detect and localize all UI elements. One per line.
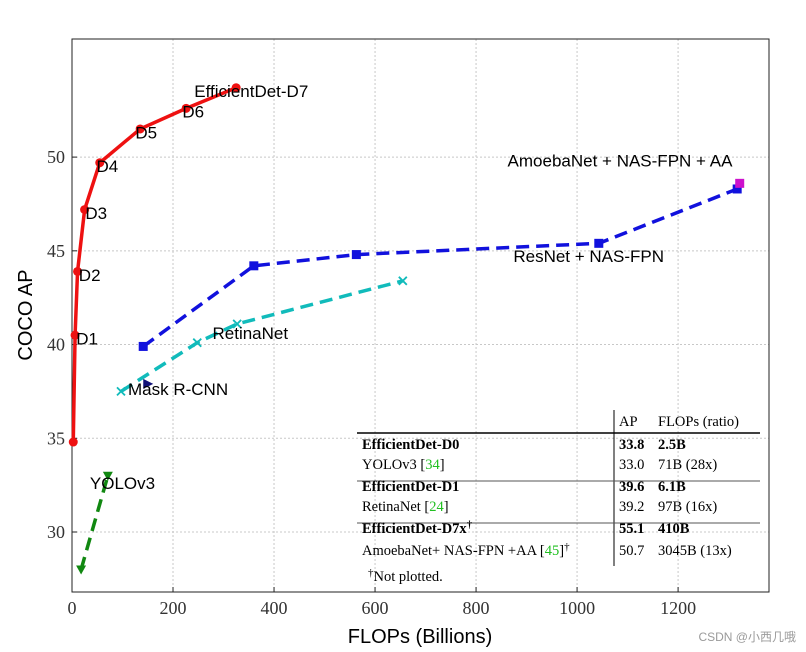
watermark: CSDN @小西几哦 bbox=[698, 630, 796, 644]
resnet-nas-fpn-point bbox=[351, 250, 361, 260]
annotation-d5: D5 bbox=[135, 123, 157, 142]
efficientdet-line bbox=[71, 86, 237, 443]
table-row-ap: 33.0 bbox=[619, 457, 644, 473]
annotation-d4: D4 bbox=[96, 157, 118, 176]
x-tick-label: 600 bbox=[362, 598, 389, 618]
resnet-nas-fpn-point bbox=[594, 238, 604, 248]
table-row-flops: 97B (16x) bbox=[658, 499, 717, 515]
efficientdet-point bbox=[135, 124, 145, 134]
retinanet-point bbox=[192, 338, 202, 348]
efficientdet-point bbox=[181, 103, 191, 113]
y-tick-label: 35 bbox=[47, 428, 65, 448]
table-row-model: EfficientDet-D7x† bbox=[362, 519, 473, 537]
resnet-nas-fpn-point bbox=[138, 341, 148, 351]
retinanet-line bbox=[120, 279, 404, 393]
table-row-model: RetinaNet [24] bbox=[362, 499, 449, 515]
resnet-nas-fpn-point bbox=[732, 184, 742, 194]
table-row-ap: 50.7 bbox=[619, 543, 644, 559]
efficientdet-point bbox=[73, 266, 83, 276]
table-row-model: EfficientDet-D0 bbox=[362, 437, 459, 453]
table-row-model: EfficientDet-D1 bbox=[362, 479, 459, 495]
y-axis-title: COCO AP bbox=[15, 269, 37, 360]
ticks-layer: 0 200 400 600 800 1000 1200 30 35 40 45 50 bbox=[47, 147, 696, 618]
table-row-flops: 71B (28x) bbox=[658, 457, 717, 473]
x-tick-label: 200 bbox=[160, 598, 187, 618]
efficientdet-point bbox=[70, 330, 80, 340]
table-row-model: YOLOv3 [34] bbox=[362, 457, 445, 473]
annotation-d2: D2 bbox=[79, 266, 101, 285]
table-row-ap: 33.8 bbox=[619, 437, 644, 453]
table-row-ap: 39.6 bbox=[619, 479, 644, 495]
yolov3-line bbox=[79, 475, 110, 570]
plot-frame bbox=[71, 38, 770, 593]
annotation-d1: D1 bbox=[76, 330, 98, 349]
annotation-layer: EfficientDet-D7 D6 D5 D4 D3 D2 D1 AmoebaNet + N… bbox=[76, 82, 733, 493]
table-row-ap: 55.1 bbox=[619, 521, 644, 537]
annotation-resnet-nas-fpn: ResNet + NAS-FPN bbox=[513, 247, 664, 266]
table-row-ap: 39.2 bbox=[619, 499, 644, 515]
table-row-model: AmoebaNet+ NAS-FPN +AA [45]† bbox=[362, 541, 570, 559]
efficientdet-point bbox=[80, 205, 90, 215]
efficientdet-point bbox=[68, 437, 78, 447]
y-tick-label: 40 bbox=[47, 335, 65, 355]
retinanet-point bbox=[116, 386, 126, 397]
annotation-efficientdet-d7: EfficientDet-D7 bbox=[194, 82, 308, 101]
annotation-yolov3: YOLOv3 bbox=[90, 474, 155, 493]
table-row-flops: 3045B (13x) bbox=[658, 543, 732, 559]
annotation-d3: D3 bbox=[85, 204, 107, 223]
efficientdet-point bbox=[231, 83, 241, 93]
x-tick-label: 0 bbox=[68, 598, 77, 618]
yolov3-point bbox=[76, 565, 87, 575]
annotation-amoebanet-nas-fpn-aa: AmoebaNet + NAS-FPN + AA bbox=[508, 151, 734, 170]
mask-r-cnn-point bbox=[143, 378, 154, 389]
annotation-mask-r-cnn: Mask R-CNN bbox=[128, 380, 228, 399]
annotation-retinanet: RetinaNet bbox=[212, 324, 288, 343]
x-axis-title: FLOPs (Billions) bbox=[348, 626, 492, 648]
x-tick-label: 1000 bbox=[559, 598, 595, 618]
table-header-ap: AP bbox=[619, 414, 638, 430]
amoebanet-nas-fpn-aa-point bbox=[735, 178, 745, 188]
yolov3-point bbox=[102, 471, 113, 481]
retinanet-point bbox=[232, 319, 242, 329]
resnet-nas-fpn-line bbox=[142, 187, 738, 348]
retinanet-point bbox=[398, 276, 408, 286]
efficientdet-point bbox=[95, 158, 105, 168]
table-footnote: †Not plotted. bbox=[368, 567, 443, 585]
x-tick-label: 1200 bbox=[660, 598, 696, 618]
table-header-flops: FLOPs (ratio) bbox=[658, 414, 739, 430]
x-tick-label: 800 bbox=[463, 598, 490, 618]
y-tick-label: 45 bbox=[47, 241, 65, 261]
table-row-flops: 2.5B bbox=[658, 437, 686, 453]
grid-layer bbox=[72, 39, 769, 592]
y-tick-label: 30 bbox=[47, 522, 65, 542]
series-layer bbox=[68, 83, 745, 575]
resnet-nas-fpn-point bbox=[249, 261, 259, 271]
x-tick-label: 400 bbox=[261, 598, 288, 618]
y-tick-label: 50 bbox=[47, 147, 65, 167]
annotation-d6: D6 bbox=[182, 103, 204, 122]
table-row-flops: 6.1B bbox=[658, 479, 686, 495]
table-row-flops: 410B bbox=[658, 521, 690, 537]
comparison-table: AP FLOPs (ratio) EfficientDet-D0 33.8 2.5B YO… bbox=[357, 410, 760, 585]
